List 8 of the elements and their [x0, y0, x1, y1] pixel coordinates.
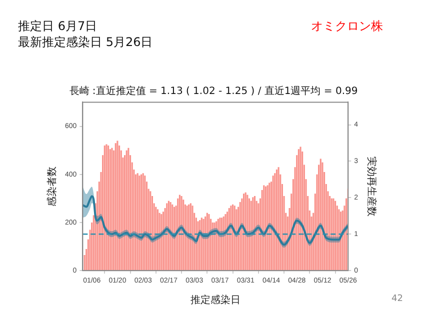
y2-axis-title: 実効再生産数: [365, 156, 378, 216]
y-axis-title: 感染者数: [46, 166, 58, 206]
chart-title: 推定日 6月7日: [18, 18, 98, 35]
chart-subtitle: 最新推定感染日 5月26日: [18, 34, 153, 51]
text: 42: [392, 294, 403, 304]
x-axis-title: 推定感染日: [190, 294, 240, 306]
text: 長崎 :直近推定值 = 1.13 ( 1.02 - 1.25 ) / 直近1週平均 = 0.99: [68, 84, 359, 98]
text: オミクロン株: [311, 18, 383, 35]
